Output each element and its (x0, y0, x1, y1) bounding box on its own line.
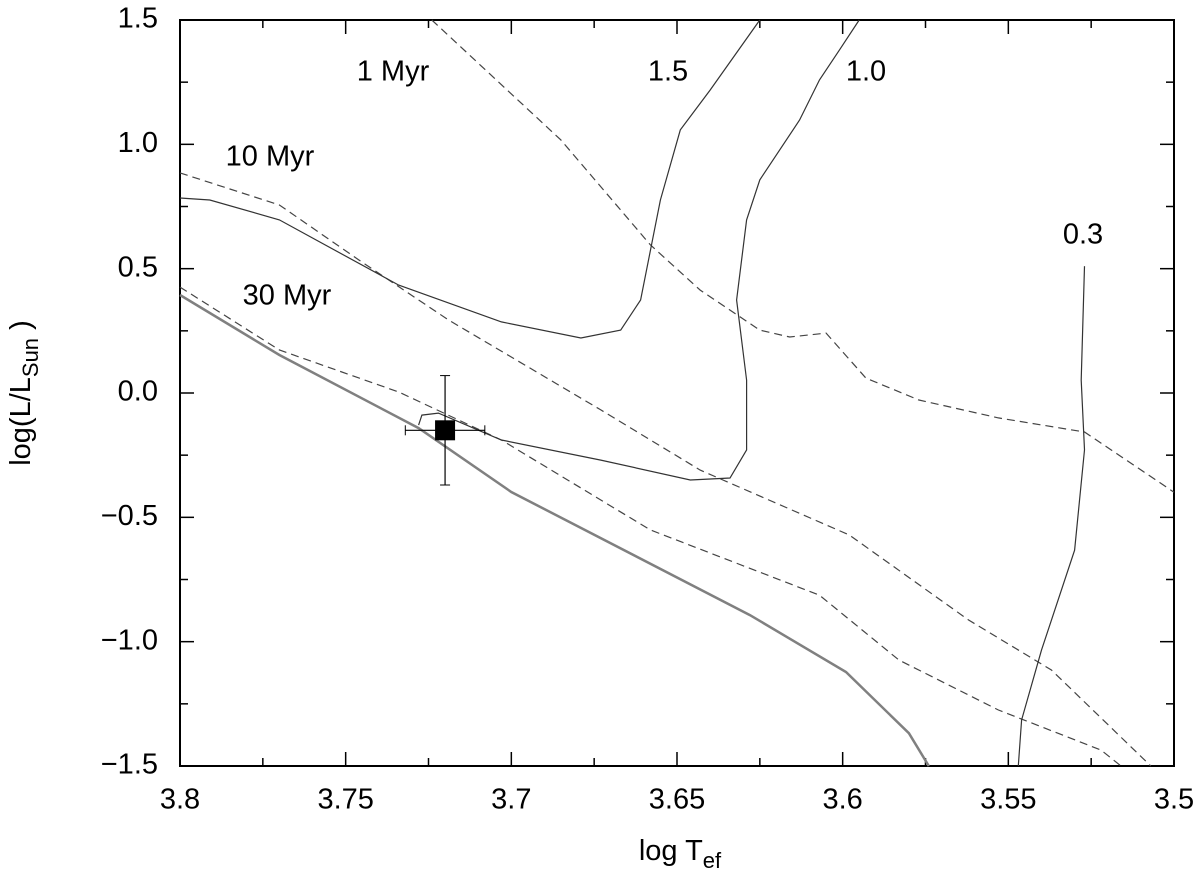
x-tick-label: 3.6 (823, 784, 863, 816)
y-tick-label: 1.0 (118, 127, 158, 159)
series-label: 0.3 (1063, 219, 1103, 251)
y-tick-label: −0.5 (101, 500, 158, 532)
y-label-sub: Sun (18, 338, 43, 377)
x-axis-label: log Tef (639, 835, 722, 873)
y-axis-label: log(L/LSun ) (5, 320, 43, 466)
data-point (435, 420, 456, 441)
x-tick-label: 3.55 (980, 784, 1036, 816)
y-tick-label: 0.0 (118, 376, 158, 408)
series-label: 1.5 (648, 56, 688, 88)
track (1017, 266, 1086, 767)
series-label: 1.0 (846, 56, 886, 88)
x-tick-label: 3.8 (160, 784, 200, 816)
y-tick-label: 1.5 (118, 3, 158, 35)
series-label: 30 Myr (243, 280, 332, 312)
track (418, 19, 860, 481)
y-tick-label: −1.0 (101, 624, 158, 656)
y-label-main: log(L/L (5, 377, 37, 466)
isochrone (179, 286, 1122, 767)
isochrone (431, 19, 1175, 493)
zams-line (179, 293, 930, 767)
y-tick-label: 0.5 (118, 251, 158, 283)
isochrone (179, 172, 1152, 767)
track (179, 19, 761, 339)
x-tick-label: 3.75 (317, 784, 373, 816)
x-label-main: log T (639, 835, 703, 867)
x-tick-label: 3.7 (491, 784, 531, 816)
y-label-end: ) (5, 320, 37, 338)
series-label: 1 Myr (357, 56, 430, 88)
x-tick-label: 3.65 (649, 784, 705, 816)
y-tick-label: −1.5 (101, 749, 158, 781)
x-tick-label: 3.5 (1154, 784, 1194, 816)
series-label: 10 Myr (226, 141, 315, 173)
x-label-sub: ef (703, 848, 722, 873)
